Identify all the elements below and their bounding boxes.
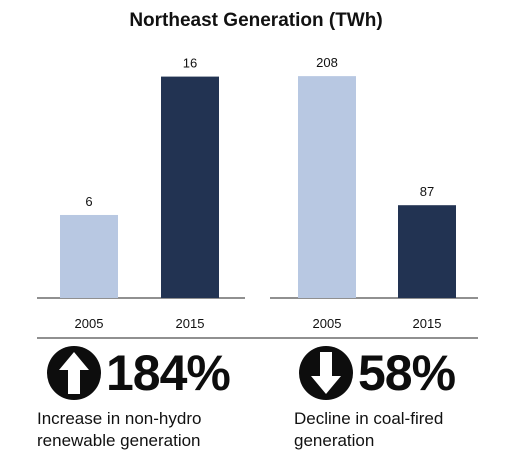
- chart-area: 6 2005 16 2015 208 2005 87 2015: [37, 55, 478, 339]
- data-label: 87: [420, 184, 434, 199]
- stat-value: 58%: [358, 345, 456, 401]
- bar-2015: [398, 205, 456, 298]
- bar-2005: [60, 214, 118, 298]
- stat-value: 184%: [106, 345, 231, 401]
- bar-2015: [161, 76, 219, 298]
- data-label: 6: [85, 194, 92, 209]
- data-label: 16: [183, 56, 197, 71]
- caption-line: Increase in non-hydro: [37, 409, 202, 428]
- up-arrow-circle-icon: [47, 346, 101, 400]
- down-arrow-circle-icon: [299, 346, 353, 400]
- chart-title: Northeast Generation (TWh): [129, 10, 383, 31]
- x-tick-label: 2005: [313, 316, 342, 331]
- x-tick-label: 2015: [176, 316, 205, 331]
- caption-line: renewable generation: [37, 431, 201, 450]
- caption-line: generation: [294, 431, 375, 450]
- bar-2005: [298, 76, 356, 298]
- stat-renewables: 184%: [46, 345, 231, 401]
- stat-coal: 58%: [298, 345, 456, 401]
- data-label: 208: [316, 55, 338, 70]
- x-tick-label: 2015: [413, 316, 442, 331]
- stat-caption-renewables: Increase in non-hydro renewable generati…: [37, 408, 267, 452]
- caption-line: Decline in coal-fired: [294, 409, 444, 428]
- x-tick-label: 2005: [75, 316, 104, 331]
- stat-caption-coal: Decline in coal-fired generation: [294, 408, 512, 452]
